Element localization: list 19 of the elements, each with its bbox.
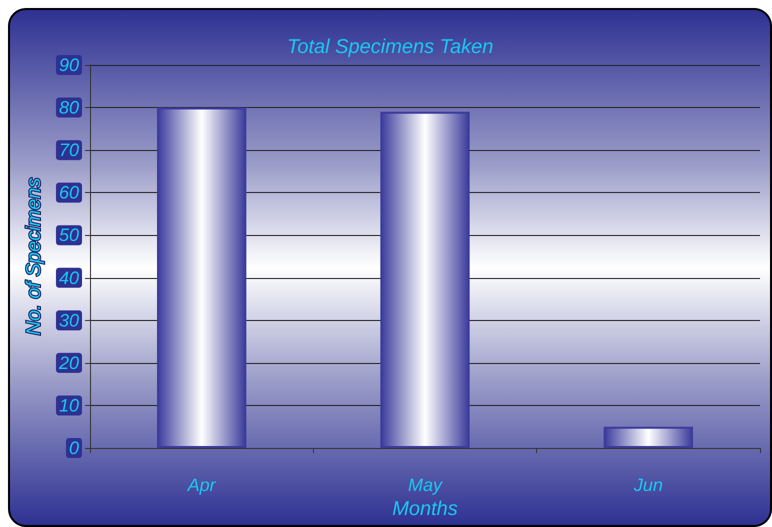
- bar: [604, 426, 693, 448]
- y-tick-label: 20: [58, 352, 79, 373]
- y-tick-label: 60: [58, 182, 79, 203]
- x-tick-label: May: [408, 475, 443, 495]
- x-axis-title: Months: [392, 498, 458, 520]
- y-tick-label: 10: [58, 395, 79, 416]
- bar: [157, 108, 246, 448]
- y-tick-label: 30: [58, 310, 79, 330]
- x-tick-label: Apr: [186, 475, 217, 495]
- y-axis-title: No. of Specimens: [23, 178, 46, 336]
- y-tick-label: 80: [58, 98, 79, 118]
- chart-title: Total Specimens Taken: [287, 36, 494, 58]
- y-tick-label: 50: [58, 225, 79, 246]
- y-tick-label: 90: [58, 55, 79, 75]
- x-tick-label: Jun: [632, 475, 663, 495]
- y-tick-label: 40: [58, 268, 79, 288]
- y-tick-label: 70: [58, 140, 79, 160]
- y-tick-label: 0: [68, 438, 79, 458]
- bar: [380, 112, 470, 448]
